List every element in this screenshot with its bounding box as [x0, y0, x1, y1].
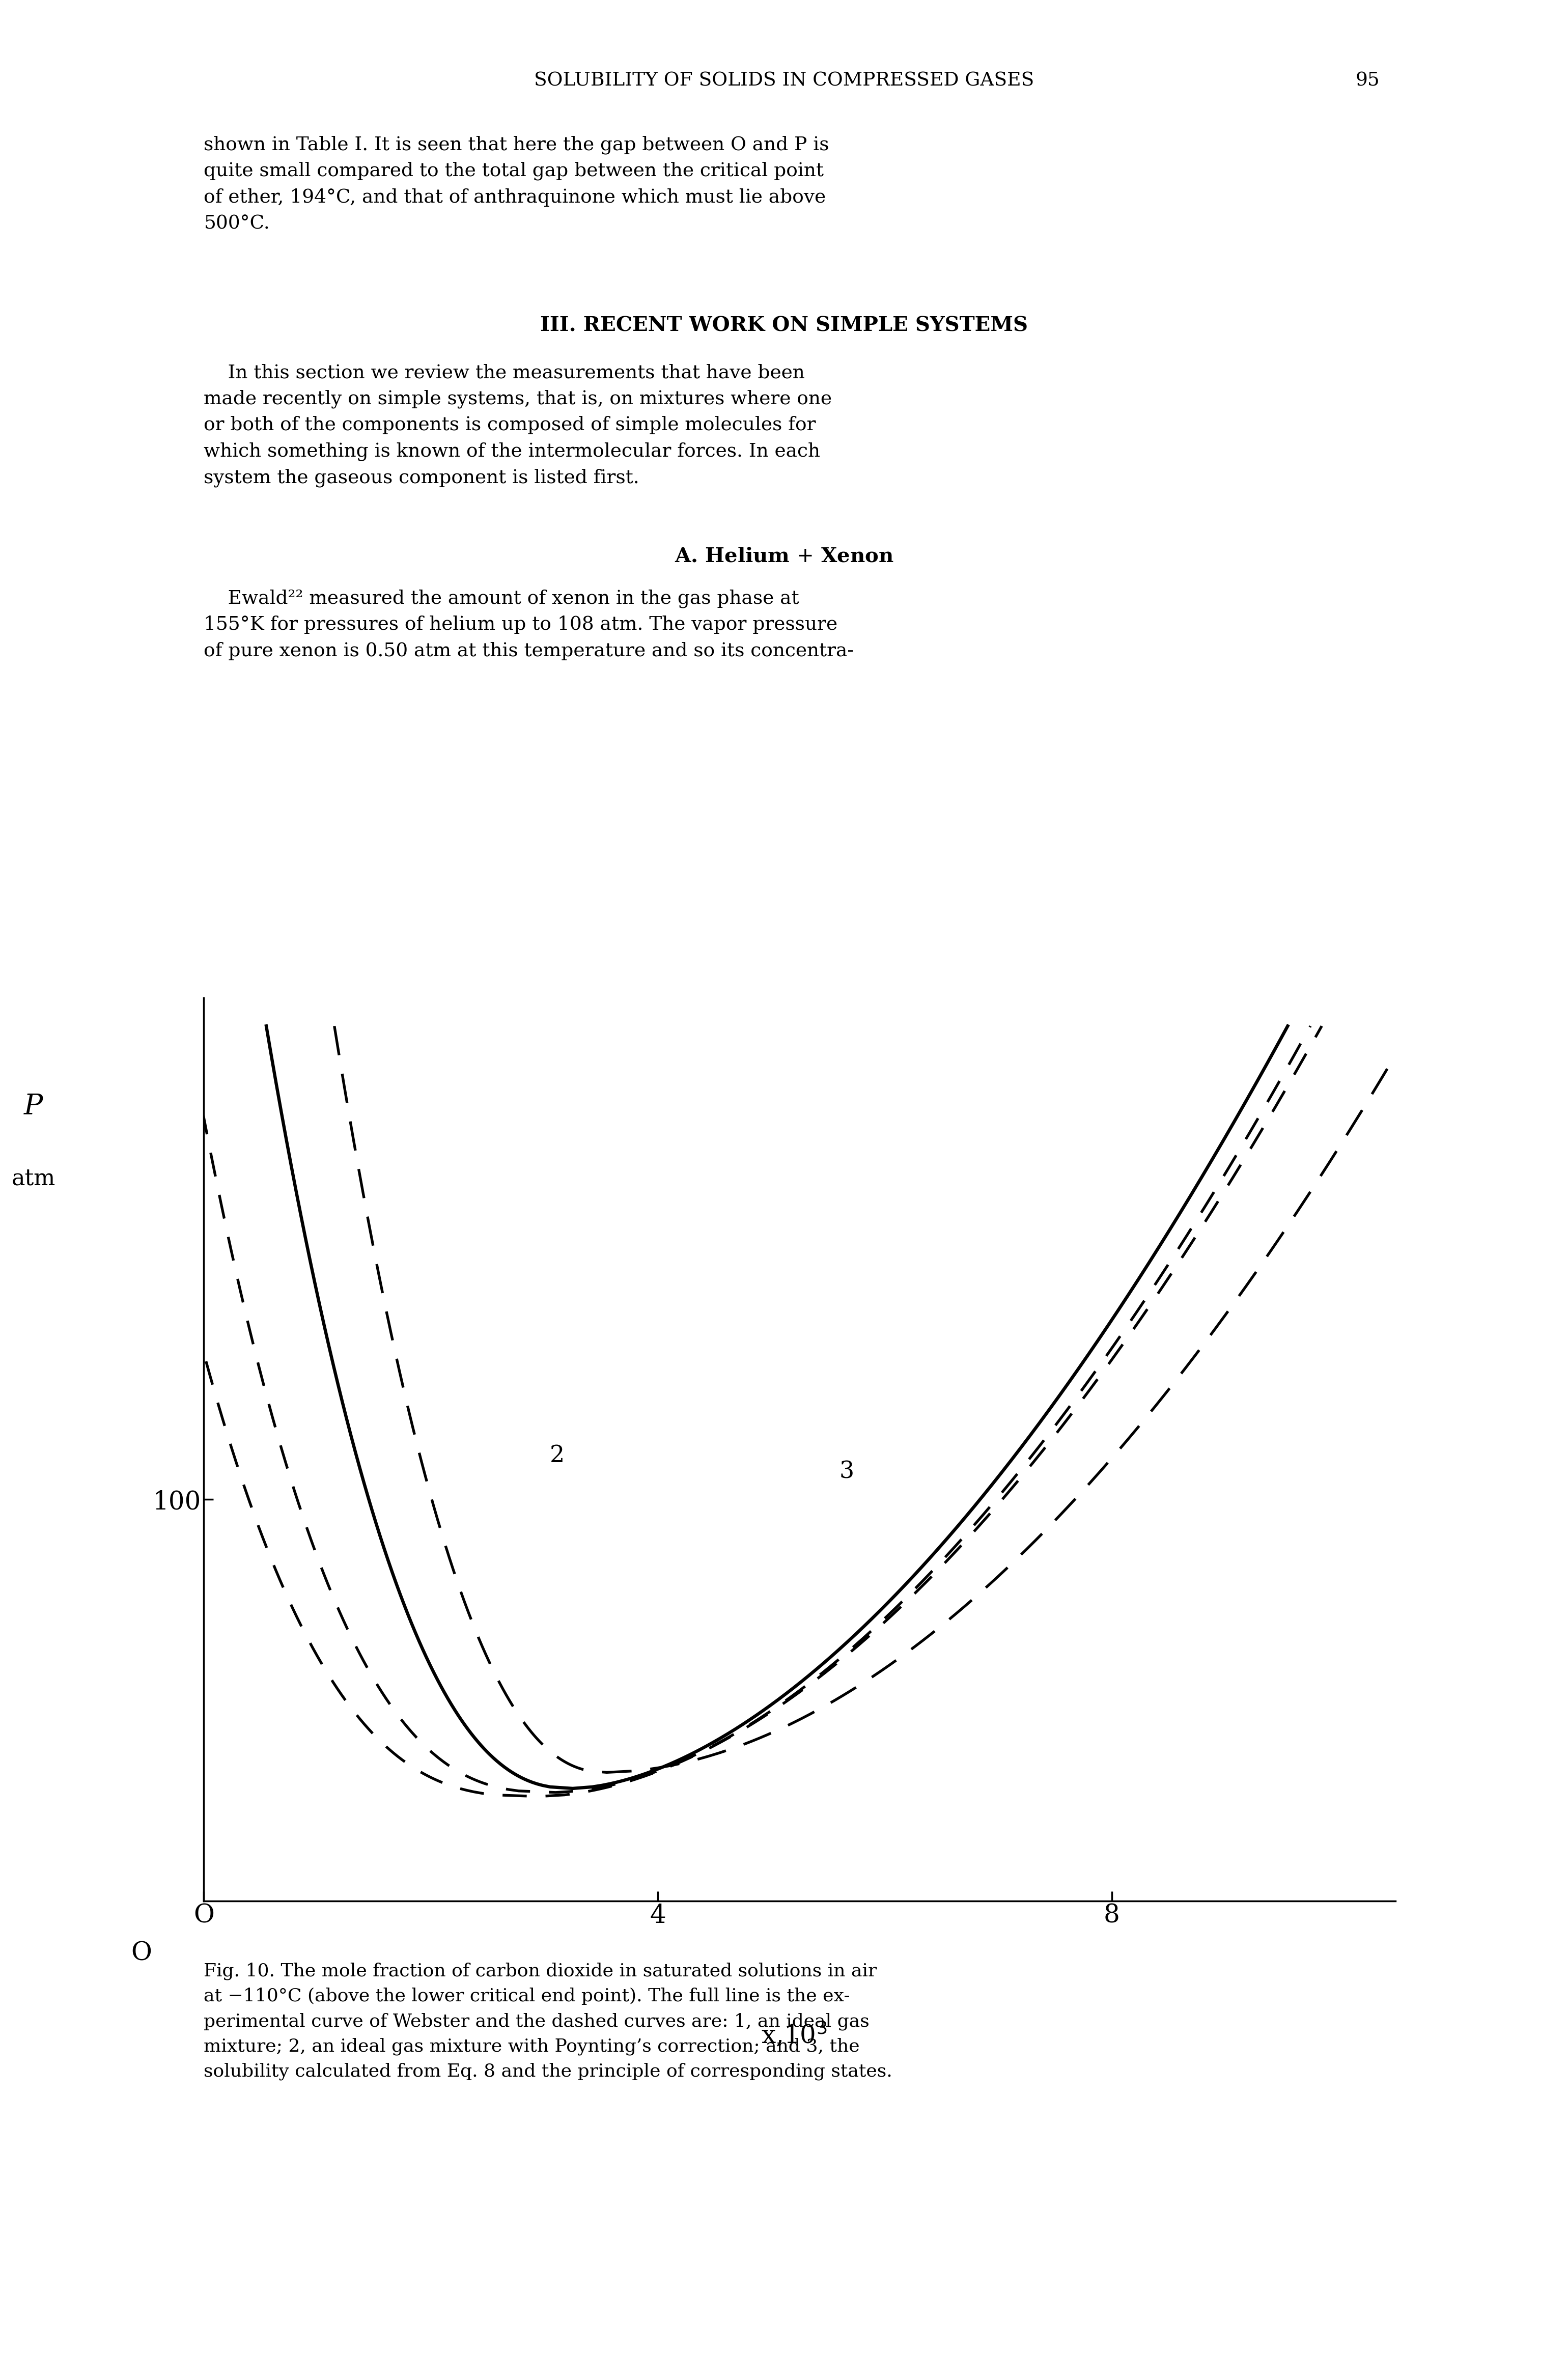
- Text: atm: atm: [11, 1167, 55, 1190]
- Text: III. RECENT WORK ON SIMPLE SYSTEMS: III. RECENT WORK ON SIMPLE SYSTEMS: [539, 316, 1029, 335]
- Text: A. Helium $+$ Xenon: A. Helium $+$ Xenon: [674, 546, 894, 565]
- Text: Ewald²² measured the amount of xenon in the gas phase at
155°K for pressures of : Ewald²² measured the amount of xenon in …: [204, 589, 855, 661]
- Text: In this section we review the measurements that have been
made recently on simpl: In this section we review the measuremen…: [204, 364, 833, 487]
- Text: shown in Table I. It is seen that here the gap between O and P is
quite small co: shown in Table I. It is seen that here t…: [204, 135, 829, 233]
- Text: 95: 95: [1355, 71, 1380, 90]
- Text: O: O: [132, 1941, 152, 1965]
- Text: 2: 2: [550, 1445, 564, 1468]
- Text: Fig. 10. The mole fraction of carbon dioxide in saturated solutions in air
at −1: Fig. 10. The mole fraction of carbon dio…: [204, 1963, 892, 2081]
- Text: SOLUBILITY OF SOLIDS IN COMPRESSED GASES: SOLUBILITY OF SOLIDS IN COMPRESSED GASES: [535, 71, 1033, 90]
- Text: P: P: [24, 1093, 42, 1119]
- Text: 3: 3: [839, 1461, 855, 1483]
- Text: x,10$^3$: x,10$^3$: [760, 2022, 826, 2048]
